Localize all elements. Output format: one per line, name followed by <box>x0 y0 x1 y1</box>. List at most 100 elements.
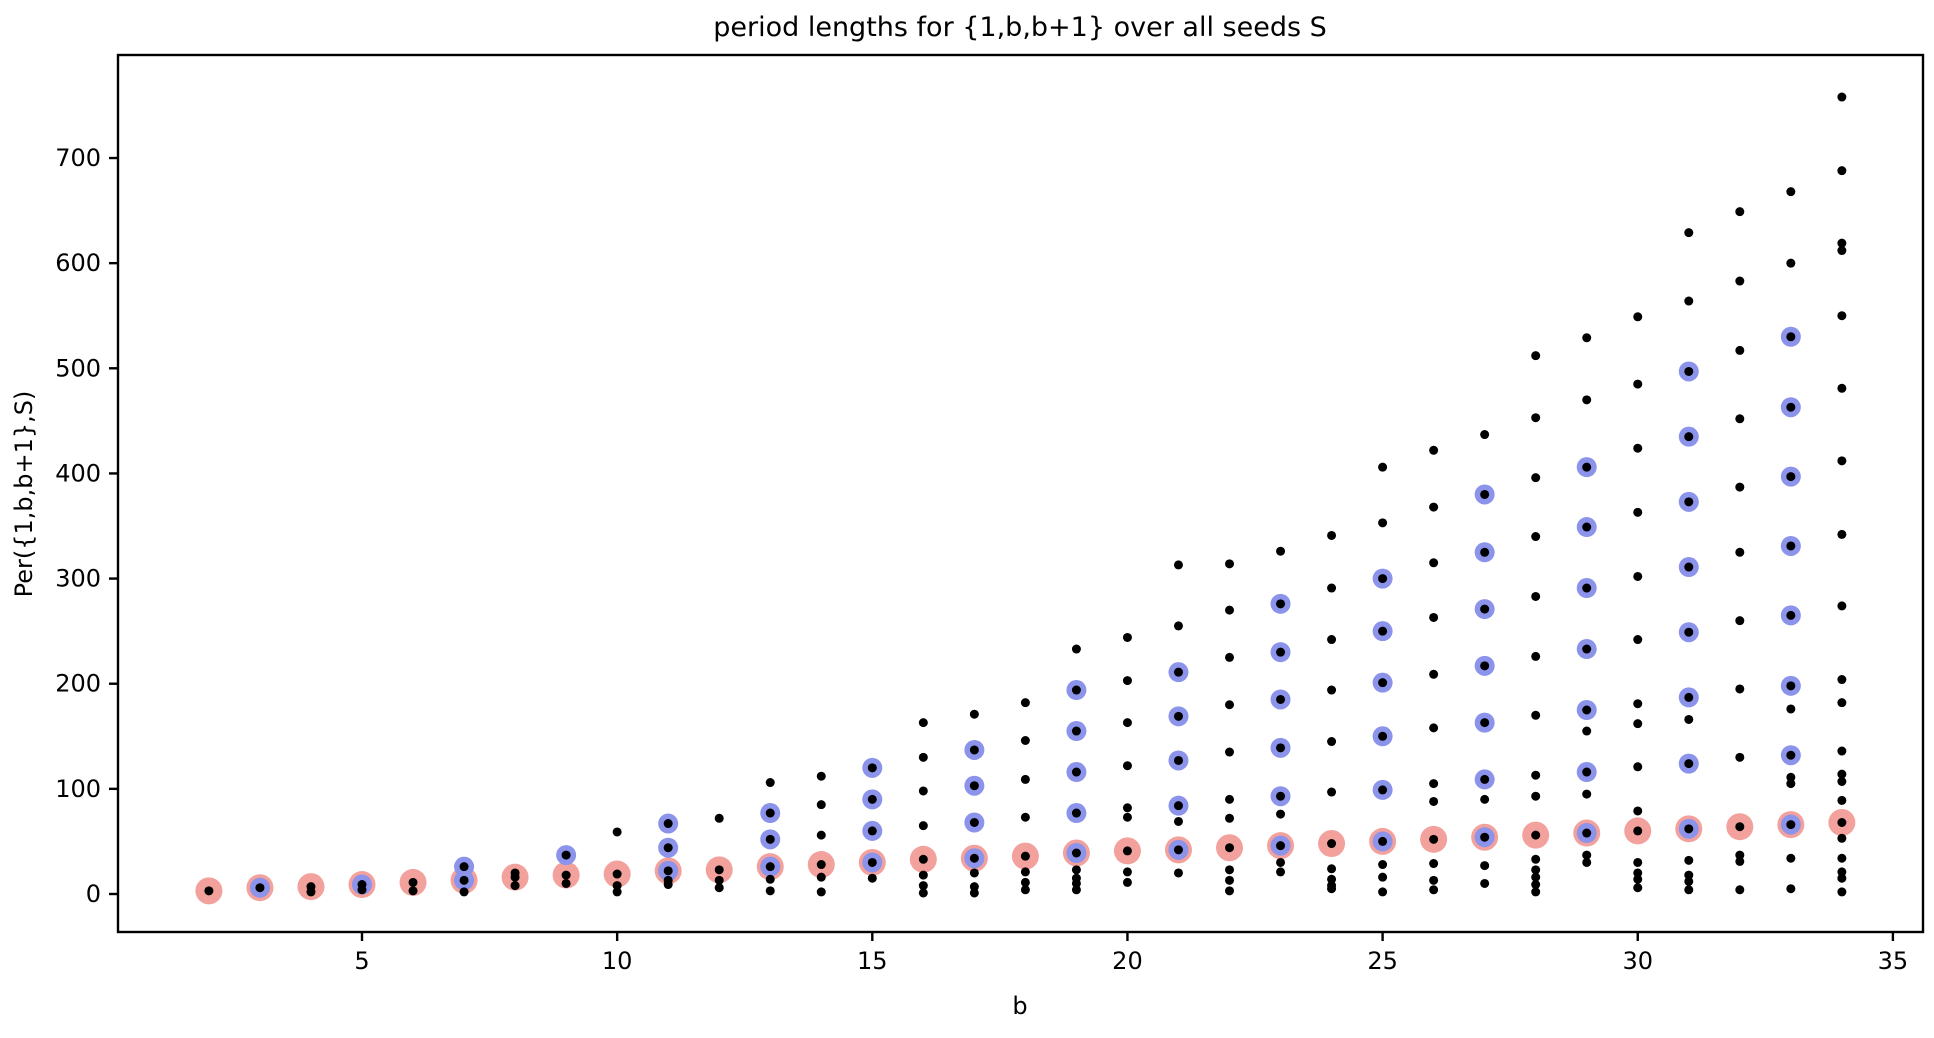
data-point <box>1582 462 1592 472</box>
data-point <box>1173 801 1183 811</box>
data-point <box>1735 207 1745 217</box>
data-point <box>1786 610 1796 620</box>
data-point <box>1276 841 1286 851</box>
data-point <box>1684 228 1694 238</box>
data-point <box>1684 692 1694 702</box>
data-point <box>1327 635 1337 645</box>
data-point <box>663 843 673 853</box>
data-point <box>765 874 775 884</box>
data-point <box>1837 769 1847 779</box>
y-tick-label: 100 <box>55 775 101 803</box>
data-point <box>1633 868 1643 878</box>
data-point <box>1531 351 1541 361</box>
data-point <box>867 826 877 836</box>
x-tick-label: 15 <box>857 947 888 975</box>
data-point <box>765 808 775 818</box>
data-point <box>1735 885 1745 895</box>
data-point <box>1276 743 1286 753</box>
data-point <box>1633 719 1643 729</box>
data-point <box>1837 238 1847 248</box>
data-point <box>1480 604 1490 614</box>
data-point <box>1225 559 1235 569</box>
data-point <box>1837 887 1847 897</box>
data-point <box>867 873 877 883</box>
data-point <box>1429 885 1439 895</box>
data-point <box>1531 854 1541 864</box>
data-point <box>510 881 520 891</box>
data-point <box>1735 482 1745 492</box>
data-point <box>1327 685 1337 695</box>
data-point <box>1684 876 1694 886</box>
data-point <box>1429 834 1439 844</box>
data-point <box>816 800 826 810</box>
data-point <box>1071 767 1081 777</box>
data-point <box>1020 877 1030 887</box>
data-point <box>1633 379 1643 389</box>
data-point <box>714 865 724 875</box>
data-point <box>1327 839 1337 849</box>
data-point <box>1837 246 1847 256</box>
data-point <box>1633 635 1643 645</box>
data-point <box>1531 532 1541 542</box>
data-point <box>918 888 928 898</box>
data-point <box>918 821 928 831</box>
data-point <box>1429 558 1439 568</box>
data-point <box>1071 885 1081 895</box>
data-point <box>1225 700 1235 710</box>
data-point <box>1531 865 1541 875</box>
data-point <box>612 887 622 897</box>
data-point <box>1735 345 1745 355</box>
data-point <box>1786 187 1796 197</box>
data-point <box>1684 366 1694 376</box>
data-point <box>1531 770 1541 780</box>
data-point <box>1735 850 1745 860</box>
x-tick-label: 10 <box>602 947 633 975</box>
data-point <box>1071 865 1081 875</box>
data-point <box>1837 601 1847 611</box>
data-point <box>1173 667 1183 677</box>
data-point <box>1837 456 1847 466</box>
data-point <box>765 834 775 844</box>
data-point <box>1276 857 1286 867</box>
data-point <box>1684 296 1694 306</box>
data-point <box>1837 867 1847 877</box>
data-point <box>1122 877 1132 887</box>
data-point <box>1531 791 1541 801</box>
data-point <box>1633 857 1643 867</box>
data-point <box>408 886 418 896</box>
data-point <box>918 718 928 728</box>
data-point <box>1173 560 1183 570</box>
data-point <box>1480 547 1490 557</box>
data-point <box>1276 546 1286 556</box>
data-point <box>969 888 979 898</box>
data-point <box>1276 867 1286 877</box>
data-point <box>1786 884 1796 894</box>
data-point <box>1225 794 1235 804</box>
data-point <box>1429 859 1439 869</box>
data-point <box>1531 887 1541 897</box>
data-point <box>1684 870 1694 880</box>
data-point <box>561 878 571 888</box>
data-point <box>1378 872 1388 882</box>
data-point <box>1071 848 1081 858</box>
data-point <box>459 875 469 885</box>
y-tick-label: 0 <box>86 880 101 908</box>
data-point <box>1837 311 1847 321</box>
data-point <box>714 883 724 893</box>
data-point <box>1480 794 1490 804</box>
data-point <box>1684 497 1694 507</box>
data-point <box>1122 632 1132 642</box>
data-point <box>663 819 673 829</box>
data-point <box>1378 518 1388 528</box>
data-point <box>1684 627 1694 637</box>
data-point <box>1735 822 1745 832</box>
data-point <box>1480 861 1490 871</box>
data-point <box>1786 681 1796 691</box>
data-point <box>1786 853 1796 863</box>
data-point <box>1378 626 1388 636</box>
data-point <box>1122 867 1132 877</box>
data-point <box>1378 462 1388 472</box>
data-point <box>1531 872 1541 882</box>
data-point <box>1684 885 1694 895</box>
